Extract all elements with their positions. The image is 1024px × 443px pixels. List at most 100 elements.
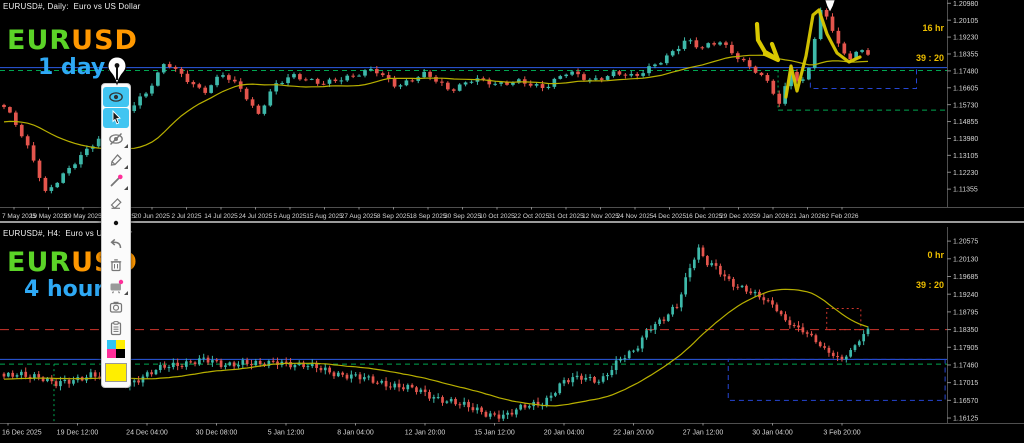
cast-icon xyxy=(108,278,124,294)
svg-text:2 Feb 2026: 2 Feb 2026 xyxy=(826,213,859,220)
submenu-corner-icon xyxy=(124,165,128,169)
marker-icon xyxy=(108,152,124,168)
tool-screen-capture-button[interactable] xyxy=(103,276,129,296)
cursor-icon xyxy=(108,110,124,126)
annotation-toolbar xyxy=(101,56,135,388)
tool-eraser-button[interactable] xyxy=(103,192,129,212)
svg-text:27 Jan 12:00: 27 Jan 12:00 xyxy=(683,430,724,437)
candles-layer xyxy=(2,244,870,422)
svg-text:1.12230: 1.12230 xyxy=(953,170,978,177)
svg-text:4 Dec 2025: 4 Dec 2025 xyxy=(653,213,687,220)
tool-screenshot-button[interactable] xyxy=(103,297,129,317)
svg-text:1.13105: 1.13105 xyxy=(953,153,978,160)
h4-chart-canvas[interactable]: 16 Dec 2025 19 Dec 12:00 24 Dec 04:00 30 De… xyxy=(0,227,1024,443)
watermark-quote: USD xyxy=(71,25,138,56)
svg-text:24 Dec 04:00: 24 Dec 04:00 xyxy=(126,430,168,437)
tool-show-hide-button[interactable] xyxy=(103,87,129,107)
undo-icon xyxy=(108,236,124,252)
svg-text:19 May 2025: 19 May 2025 xyxy=(30,213,68,220)
svg-text:1.17905: 1.17905 xyxy=(953,345,978,352)
submenu-corner-icon xyxy=(124,291,128,295)
tool-clear-all-button[interactable] xyxy=(103,255,129,275)
svg-text:1.16605: 1.16605 xyxy=(953,85,978,92)
svg-text:19 Dec 12:00: 19 Dec 12:00 xyxy=(57,430,99,437)
chart-title-daily: EURUSD#, Daily: Euro vs US Dollar xyxy=(3,2,141,11)
tool-pen-button[interactable] xyxy=(103,171,129,191)
pen-nib-pin-icon[interactable] xyxy=(104,56,130,86)
svg-text:16 Dec 2025: 16 Dec 2025 xyxy=(686,213,723,220)
svg-text:1.20105: 1.20105 xyxy=(953,18,978,25)
plot-borders xyxy=(0,227,1024,424)
svg-text:1.16125: 1.16125 xyxy=(953,416,978,423)
watermark-base: EUR xyxy=(7,247,72,278)
tool-undo-button[interactable] xyxy=(103,234,129,254)
time-axis[interactable]: 16 Dec 2025 19 Dec 12:00 24 Dec 04:00 30 De… xyxy=(2,423,861,437)
svg-text:1.14855: 1.14855 xyxy=(953,119,978,126)
svg-text:22 Jan 20:00: 22 Jan 20:00 xyxy=(613,430,654,437)
svg-text:31 Oct 2025: 31 Oct 2025 xyxy=(548,213,584,220)
svg-text:24 Nov 2025: 24 Nov 2025 xyxy=(617,213,654,220)
candle-countdown-h4: 0 hr 39 : 20 xyxy=(916,230,944,310)
svg-text:30 Dec 08:00: 30 Dec 08:00 xyxy=(196,430,238,437)
watermark-timeframe: 4 hours xyxy=(24,277,118,302)
countdown-time: 39 : 20 xyxy=(915,280,944,290)
tool-current-color-button[interactable] xyxy=(103,360,129,384)
plot-borders xyxy=(0,0,1024,208)
svg-text:1.18350: 1.18350 xyxy=(953,327,978,334)
watermark-timeframe: 1 day xyxy=(38,55,106,80)
tool-hide-annotations-button[interactable] xyxy=(103,129,129,149)
svg-text:10 Oct 2025: 10 Oct 2025 xyxy=(479,213,515,220)
submenu-corner-icon xyxy=(124,186,128,190)
countdown-hours: 0 hr xyxy=(927,250,944,260)
tool-highlighter-button[interactable] xyxy=(103,150,129,170)
svg-text:7 May 2025: 7 May 2025 xyxy=(2,213,36,220)
svg-text:8 Jan 04:00: 8 Jan 04:00 xyxy=(337,430,374,437)
svg-text:14 Jul 2025: 14 Jul 2025 xyxy=(204,213,238,220)
moving-average-line[interactable] xyxy=(3,54,869,150)
svg-text:1.20575: 1.20575 xyxy=(953,239,978,246)
svg-text:1.19240: 1.19240 xyxy=(953,292,978,299)
countdown-time: 39 : 20 xyxy=(915,53,944,63)
dot-icon xyxy=(108,215,124,231)
tool-brush-size-button[interactable] xyxy=(103,213,129,233)
svg-text:5 Aug 2025: 5 Aug 2025 xyxy=(274,213,307,220)
svg-text:30 Sep 2025: 30 Sep 2025 xyxy=(444,213,481,220)
svg-text:1.11355: 1.11355 xyxy=(953,187,978,194)
analysis-lines[interactable] xyxy=(0,67,947,111)
svg-text:8 Sep 2025: 8 Sep 2025 xyxy=(377,213,411,220)
svg-text:15 Aug 2025: 15 Aug 2025 xyxy=(306,213,343,220)
tool-select-button[interactable] xyxy=(103,108,129,128)
candle-countdown-daily: 16 hr 39 : 20 xyxy=(916,3,944,83)
watermark-base: EUR xyxy=(7,25,72,56)
svg-text:3 Feb 20:00: 3 Feb 20:00 xyxy=(823,430,860,437)
moving-average-line[interactable] xyxy=(3,288,869,407)
ink-annotations xyxy=(754,0,862,99)
svg-text:1.16570: 1.16570 xyxy=(953,398,978,405)
analysis-lines[interactable] xyxy=(0,308,947,422)
svg-text:1.13980: 1.13980 xyxy=(953,136,978,143)
candles-layer xyxy=(2,7,870,194)
svg-text:12 Nov 2025: 12 Nov 2025 xyxy=(582,213,619,220)
panel-separator[interactable] xyxy=(0,221,1024,227)
svg-text:29 Dec 2025: 29 Dec 2025 xyxy=(720,213,757,220)
ink-zigzag xyxy=(784,8,862,99)
clipboard-icon xyxy=(108,320,124,336)
eye-icon xyxy=(108,89,124,105)
toolbar-items xyxy=(101,83,131,388)
svg-text:1.17015: 1.17015 xyxy=(953,380,978,387)
current-color-swatch xyxy=(105,362,127,382)
tool-color-palette-button[interactable] xyxy=(103,339,129,359)
chart-panel-h4[interactable]: 16 Dec 2025 19 Dec 12:00 24 Dec 04:00 30 De… xyxy=(0,227,1024,443)
tool-clipboard-button[interactable] xyxy=(103,318,129,338)
svg-text:1.17460: 1.17460 xyxy=(953,363,978,370)
price-scale[interactable]: 1.20575 1.20130 1.19685 1.19240 1.18795 1.183… xyxy=(947,239,978,423)
price-scale[interactable]: 1.20980 1.20105 1.19230 1.18355 1.17480 1.166… xyxy=(947,1,978,194)
submenu-corner-icon xyxy=(124,144,128,148)
ink-arrow-head xyxy=(762,41,781,63)
svg-text:16 Dec 2025: 16 Dec 2025 xyxy=(2,430,42,437)
svg-text:15 Jan 12:00: 15 Jan 12:00 xyxy=(474,430,515,437)
